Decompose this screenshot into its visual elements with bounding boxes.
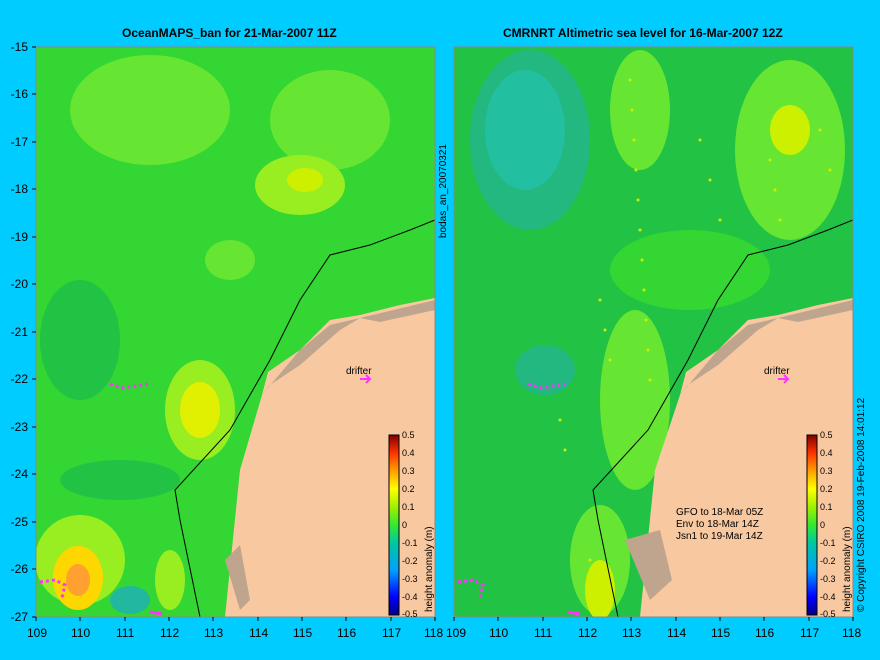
colorbar-tick: 0.4 — [820, 448, 833, 458]
y-tick: -27 — [10, 610, 28, 624]
y-tick: -17 — [10, 135, 28, 149]
y-tick: -19 — [10, 230, 28, 244]
colorbar-tick: 0.4 — [402, 448, 415, 458]
colorbar-tick: -0.2 — [820, 556, 836, 566]
x-tick: 114 — [667, 626, 687, 640]
colorbar-tick: 0.3 — [820, 466, 833, 476]
y-tick: -25 — [10, 515, 28, 529]
drifter-label: drifter — [764, 366, 790, 377]
axis-ticks — [32, 46, 854, 621]
drifter-label: drifter — [346, 366, 372, 377]
colorbar-tick: -0.4 — [820, 592, 836, 602]
x-tick: 110 — [489, 626, 509, 640]
x-tick: 113 — [204, 626, 224, 640]
run-id-label: bodas_an_20070321 — [438, 144, 449, 238]
y-tick: -26 — [10, 562, 28, 576]
right-map-title: CMRNRT Altimetric sea level for 16-Mar-2… — [503, 26, 783, 40]
x-tick: 116 — [337, 626, 357, 640]
y-tick: -15 — [10, 40, 28, 54]
y-tick: -24 — [10, 467, 28, 481]
copyright-label: © Copyright CSIRO 2008 19-Feb-2008 14:01… — [856, 397, 867, 612]
y-tick: -22 — [10, 372, 28, 386]
colorbar-tick: 0.5 — [402, 430, 415, 440]
left-map-field — [36, 47, 435, 617]
x-tick: 111 — [116, 626, 135, 640]
x-tick: 112 — [160, 626, 180, 640]
colorbar-tick: 0.1 — [820, 502, 833, 512]
x-tick: 110 — [71, 626, 91, 640]
colorbar-tick: 0.1 — [402, 502, 415, 512]
right-colorbar — [806, 434, 818, 616]
x-tick: 111 — [534, 626, 553, 640]
colorbar-tick: -0.5 — [820, 609, 836, 619]
left-colorbar-label: height anomaly (m) — [424, 526, 435, 612]
colorbar-tick: 0 — [820, 520, 826, 530]
colorbar-tick: 0.5 — [820, 430, 833, 440]
x-tick: 117 — [800, 626, 820, 640]
y-tick: -23 — [10, 420, 28, 434]
right-map-field — [454, 47, 853, 617]
x-tick: 116 — [755, 626, 775, 640]
track-legend-jsn1: Jsn1 to 19-Mar 14Z — [676, 531, 763, 542]
left-colorbar — [388, 434, 400, 616]
right-colorbar-label: height anomaly (m) — [842, 526, 853, 612]
y-tick: -21 — [10, 325, 28, 339]
colorbar-tick: 0.2 — [402, 484, 415, 494]
colorbar-tick: -0.2 — [402, 556, 418, 566]
y-tick: -18 — [10, 182, 28, 196]
colorbar-tick: 0.2 — [820, 484, 833, 494]
colorbar-tick: 0.3 — [402, 466, 415, 476]
y-tick: -16 — [10, 87, 28, 101]
colorbar-tick: -0.1 — [402, 538, 418, 548]
colorbar-tick: -0.3 — [820, 574, 836, 584]
track-legend-gfo: GFO to 18-Mar 05Z — [676, 507, 764, 518]
left-map-title: OceanMAPS_ban for 21-Mar-2007 11Z — [122, 26, 337, 40]
x-tick: 114 — [249, 626, 269, 640]
colorbar-tick: 0 — [402, 520, 408, 530]
x-tick: 113 — [622, 626, 642, 640]
x-tick: 118 — [842, 626, 862, 640]
x-tick: 115 — [293, 626, 313, 640]
track-legend-env: Env to 18-Mar 14Z — [676, 519, 759, 530]
colorbar-tick: -0.4 — [402, 592, 418, 602]
colorbar-tick: -0.1 — [820, 538, 836, 548]
x-tick: 117 — [382, 626, 402, 640]
x-tick: 109 — [27, 626, 48, 640]
y-tick: -20 — [10, 277, 28, 291]
colorbar-tick: -0.5 — [402, 609, 418, 619]
x-tick: 109 — [446, 626, 467, 640]
x-tick: 118 — [424, 626, 444, 640]
colorbar-tick: -0.3 — [402, 574, 418, 584]
x-tick: 112 — [578, 626, 598, 640]
x-tick: 115 — [711, 626, 731, 640]
